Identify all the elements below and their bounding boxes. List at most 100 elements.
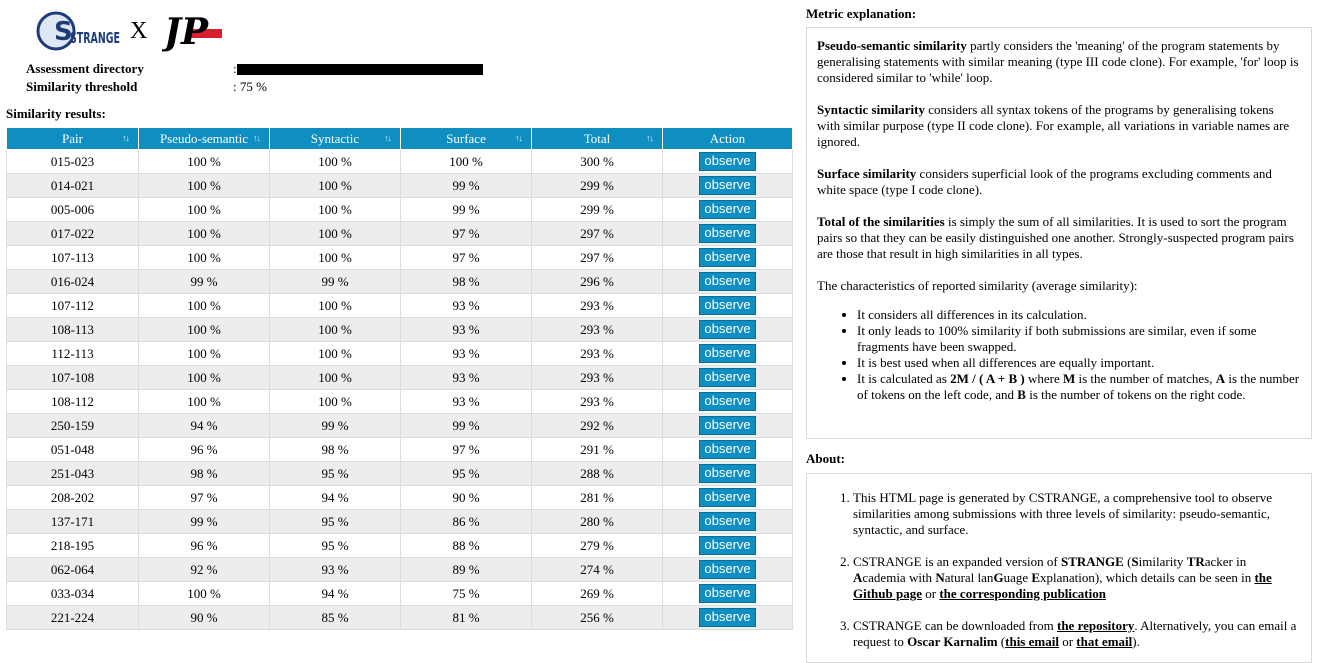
pseudo-semantic-cell: 100 % — [138, 221, 270, 246]
github-page-link[interactable]: the Github page — [853, 570, 1272, 601]
observe-button[interactable]: observe — [699, 296, 756, 315]
action-cell: observe — [662, 341, 793, 366]
total-header[interactable]: Total ↑↓ — [531, 127, 663, 150]
pseudo-semantic-cell: 100 % — [138, 341, 270, 366]
about-item: This HTML page is generated by CSTRANGE,… — [853, 490, 1300, 538]
observe-button[interactable]: observe — [699, 176, 756, 195]
action-cell: observe — [662, 437, 793, 462]
total-cell: 296 % — [531, 269, 663, 294]
observe-button[interactable]: observe — [699, 416, 756, 435]
syntactic-cell: 99 % — [269, 269, 401, 294]
total-cell: 291 % — [531, 437, 663, 462]
pseudo-semantic-term: Pseudo-semantic similarity — [817, 38, 967, 53]
observe-button[interactable]: observe — [699, 320, 756, 339]
observe-button[interactable]: observe — [699, 392, 756, 411]
that-email-link[interactable]: that email — [1076, 634, 1133, 649]
pseudo-semantic-cell: 100 % — [138, 197, 270, 222]
about-panel: This HTML page is generated by CSTRANGE,… — [806, 473, 1312, 663]
action-cell: observe — [662, 269, 793, 294]
about-text: CSTRANGE is an expanded version of — [853, 554, 1061, 569]
surface-explanation: Surface similarity considers superficial… — [817, 166, 1300, 198]
syntactic-header[interactable]: Syntactic ↑↓ — [269, 127, 401, 150]
table-row: 051-048 96 % 98 % 97 % 291 % observe — [6, 437, 793, 462]
total-cell: 279 % — [531, 533, 663, 558]
observe-button[interactable]: observe — [699, 344, 756, 363]
observe-button[interactable]: observe — [699, 152, 756, 171]
table-row: 221-224 90 % 85 % 81 % 256 % observe — [6, 605, 793, 630]
table-row: 107-112 100 % 100 % 93 % 293 % observe — [6, 293, 793, 318]
total-cell: 293 % — [531, 365, 663, 390]
observe-button[interactable]: observe — [699, 608, 756, 627]
action-cell: observe — [662, 581, 793, 606]
syntactic-cell: 100 % — [269, 221, 401, 246]
syntactic-cell: 100 % — [269, 341, 401, 366]
observe-button[interactable]: observe — [699, 488, 756, 507]
sort-icon[interactable]: ↑↓ — [122, 133, 130, 143]
pseudo-semantic-cell: 100 % — [138, 389, 270, 414]
threshold-label: Similarity threshold — [26, 79, 138, 94]
observe-button[interactable]: observe — [699, 584, 756, 603]
pair-cell: 208-202 — [6, 485, 139, 510]
sort-icon[interactable]: ↑↓ — [646, 133, 654, 143]
surface-cell: 93 % — [400, 317, 532, 342]
sort-icon[interactable]: ↑↓ — [253, 133, 261, 143]
syntactic-cell: 100 % — [269, 245, 401, 270]
pseudo-semantic-cell: 100 % — [138, 173, 270, 198]
total-cell: 299 % — [531, 173, 663, 198]
syntactic-cell: 93 % — [269, 557, 401, 582]
table-header-row: Pair ↑↓ Pseudo-semantic ↑↓ Syntactic ↑↓ Surfac… — [6, 127, 793, 150]
total-cell: 274 % — [531, 557, 663, 582]
about-item: CSTRANGE can be downloaded from the repo… — [853, 618, 1300, 650]
pseudo-semantic-header[interactable]: Pseudo-semantic ↑↓ — [138, 127, 270, 150]
observe-button[interactable]: observe — [699, 512, 756, 531]
syntactic-cell: 100 % — [269, 173, 401, 198]
this-email-link[interactable]: this email — [1005, 634, 1059, 649]
pseudo-semantic-cell: 100 % — [138, 149, 270, 174]
surface-header[interactable]: Surface ↑↓ — [400, 127, 532, 150]
observe-button[interactable]: observe — [699, 536, 756, 555]
action-cell: observe — [662, 557, 793, 582]
table-row: 014-021 100 % 100 % 99 % 299 % observe — [6, 173, 793, 198]
pair-cell: 107-113 — [6, 245, 139, 270]
sort-icon[interactable]: ↑↓ — [384, 133, 392, 143]
similarity-results-title: Similarity results: — [6, 106, 106, 121]
observe-button[interactable]: observe — [699, 224, 756, 243]
about-text: uage — [1003, 570, 1032, 585]
header-label: Pair — [62, 130, 83, 146]
total-cell: 256 % — [531, 605, 663, 630]
observe-button[interactable]: observe — [699, 464, 756, 483]
pseudo-semantic-cell: 92 % — [138, 557, 270, 582]
observe-button[interactable]: observe — [699, 368, 756, 387]
observe-button[interactable]: observe — [699, 272, 756, 291]
table-row: 062-064 92 % 93 % 89 % 274 % observe — [6, 557, 793, 582]
action-cell: observe — [662, 149, 793, 174]
pseudo-semantic-cell: 100 % — [138, 581, 270, 606]
sort-icon[interactable]: ↑↓ — [515, 133, 523, 143]
directory-colon: : — [233, 61, 237, 76]
header-label: Action — [709, 130, 746, 146]
publication-link[interactable]: the corresponding publication — [939, 586, 1106, 601]
observe-button[interactable]: observe — [699, 248, 756, 267]
surface-cell: 97 % — [400, 221, 532, 246]
observe-button[interactable]: observe — [699, 200, 756, 219]
header-label: Surface — [446, 130, 486, 146]
action-cell: observe — [662, 197, 793, 222]
surface-cell: 99 % — [400, 197, 532, 222]
repository-link[interactable]: the repository — [1057, 618, 1135, 633]
syntactic-cell: 99 % — [269, 413, 401, 438]
acronym-letter: A — [853, 570, 863, 585]
about-text: acker in — [1204, 554, 1247, 569]
pair-header[interactable]: Pair ↑↓ — [6, 127, 139, 150]
surface-term: Surface similarity — [817, 166, 917, 181]
observe-button[interactable]: observe — [699, 560, 756, 579]
action-header[interactable]: Action — [662, 127, 793, 150]
about-title: About: — [806, 451, 846, 466]
table-body: 015-023 100 % 100 % 100 % 300 % observe 014-02… — [6, 149, 793, 630]
about-item: CSTRANGE is an expanded version of STRAN… — [853, 554, 1300, 602]
formula-var-a: A — [1215, 371, 1226, 386]
total-cell: 299 % — [531, 197, 663, 222]
acronym-letter: S — [1131, 554, 1139, 569]
directory-row: Assessment directory : — [26, 60, 586, 78]
pseudo-semantic-text: partly considers the 'meaning' of the pr… — [817, 38, 1299, 85]
observe-button[interactable]: observe — [699, 440, 756, 459]
